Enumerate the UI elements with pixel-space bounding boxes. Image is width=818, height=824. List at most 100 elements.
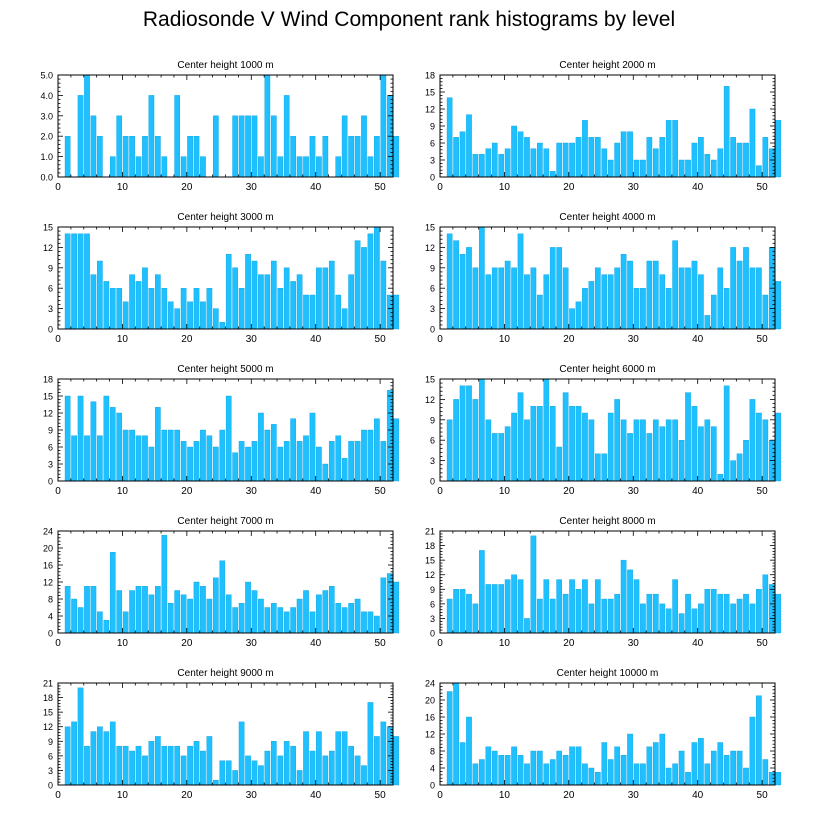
bar <box>232 770 238 786</box>
panel-title: Center height 9000 m <box>177 668 273 679</box>
x-tick-label: 10 <box>499 790 511 801</box>
bar <box>245 755 251 786</box>
bar <box>627 733 633 786</box>
bar <box>472 154 479 178</box>
y-tick-label: 2.0 <box>40 132 53 142</box>
bar <box>245 446 251 482</box>
bar <box>446 97 453 178</box>
bar <box>109 407 116 482</box>
bar <box>665 419 672 482</box>
bar <box>103 731 110 786</box>
bar <box>219 322 226 330</box>
bar <box>620 131 627 178</box>
bar <box>129 750 135 786</box>
bar <box>601 274 608 330</box>
bar <box>575 301 582 330</box>
x-tick-label: 50 <box>757 334 769 345</box>
bar <box>348 274 354 330</box>
bar <box>303 294 309 330</box>
y-tick-label: 15 <box>425 375 435 385</box>
bar <box>187 135 193 178</box>
bar <box>549 759 556 786</box>
bar <box>620 419 627 482</box>
panel-title: Center height 4000 m <box>559 212 655 223</box>
bar <box>122 745 129 786</box>
bar <box>322 755 329 786</box>
bar <box>595 579 601 634</box>
bar <box>251 260 258 330</box>
y-tick-label: 12 <box>43 578 53 588</box>
y-tick-label: 1.0 <box>40 152 53 162</box>
bar <box>309 750 316 786</box>
y-tick-label: 15 <box>425 556 435 566</box>
bar <box>485 746 492 786</box>
bar <box>453 137 459 178</box>
bar <box>588 603 595 634</box>
y-tick-label: 12 <box>43 722 53 732</box>
bar <box>491 267 498 330</box>
bar <box>116 412 123 482</box>
y-tick-label: 0 <box>430 781 435 791</box>
bar <box>588 137 595 178</box>
bar <box>466 593 472 634</box>
bar <box>543 378 550 482</box>
x-tick-label: 0 <box>437 790 443 801</box>
bar <box>386 573 393 634</box>
bar <box>537 598 543 634</box>
bar <box>678 750 685 786</box>
bar <box>109 552 116 634</box>
bar <box>595 453 601 482</box>
bar <box>335 294 342 330</box>
bar <box>354 755 361 786</box>
bar <box>309 611 316 634</box>
bar <box>517 233 524 330</box>
bar <box>238 721 245 786</box>
bar <box>322 463 329 482</box>
bar <box>504 148 511 178</box>
bar <box>653 260 659 330</box>
y-tick-label: 20 <box>425 696 435 706</box>
bar <box>90 401 97 482</box>
bar <box>446 691 453 786</box>
bar <box>691 142 698 178</box>
bar <box>322 267 329 330</box>
y-tick-label: 16 <box>43 561 53 571</box>
bar <box>193 441 200 482</box>
bar <box>569 579 575 634</box>
bar <box>335 603 342 634</box>
bar <box>607 274 614 330</box>
bar <box>685 772 691 786</box>
bar <box>328 750 335 786</box>
bar <box>393 736 400 786</box>
bar <box>459 589 466 634</box>
bar <box>393 294 400 330</box>
y-tick-label: 15 <box>43 392 53 402</box>
bar <box>367 156 374 178</box>
bar <box>303 590 309 634</box>
bar <box>743 247 749 330</box>
bar <box>213 779 219 786</box>
bar <box>283 611 290 634</box>
bar <box>200 586 206 634</box>
chart-panel-7: Center height 7000 m 0 10 20 30 40 50 0 4 8 12 16 20… <box>43 516 400 649</box>
bar <box>672 240 678 330</box>
bar <box>103 620 110 634</box>
x-tick-label: 40 <box>692 486 704 497</box>
bar <box>148 446 155 482</box>
bar <box>84 435 90 482</box>
bar <box>71 233 77 330</box>
y-tick-label: 8 <box>430 747 435 757</box>
bar <box>446 419 453 482</box>
bar <box>530 535 537 634</box>
bar <box>109 288 116 330</box>
bar <box>466 114 472 178</box>
bar <box>64 135 71 178</box>
y-tick-label: 0 <box>48 781 53 791</box>
y-tick-label: 0.0 <box>40 173 53 183</box>
bar <box>575 137 582 178</box>
bar <box>659 603 666 634</box>
x-tick-label: 50 <box>757 486 769 497</box>
y-tick-label: 18 <box>43 375 53 385</box>
bar <box>627 260 633 330</box>
bar <box>498 267 505 330</box>
